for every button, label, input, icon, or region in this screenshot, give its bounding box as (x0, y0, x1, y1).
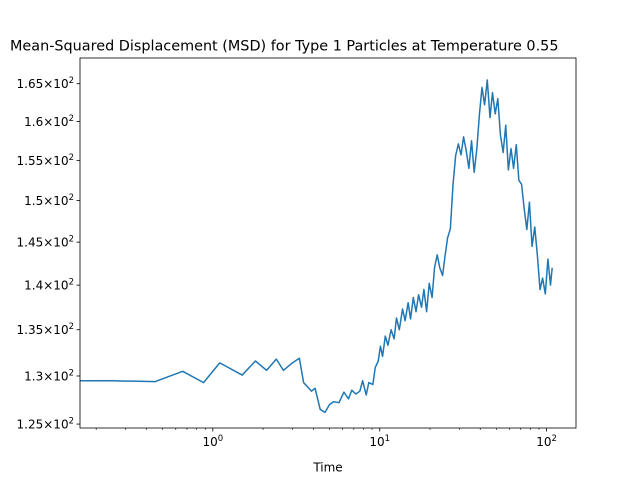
x-ticks: 100 101 102 (95, 428, 557, 449)
y-tick-label: 1.6×102 (24, 114, 74, 129)
y-ticks: 1.25×102 1.3×102 1.35×102 1.4×102 1.45×102 1.… (17, 76, 80, 432)
y-tick-label: 1.3×102 (24, 368, 74, 383)
chart-title: Mean-Squared Displacement (MSD) for Type… (10, 39, 558, 55)
x-tick-label: 100 (202, 434, 223, 449)
x-tick-label: 101 (369, 434, 390, 449)
y-tick-label: 1.5×102 (24, 193, 74, 208)
y-tick-label: 1.25×102 (17, 417, 74, 432)
y-tick-label: 1.65×102 (17, 76, 74, 91)
series-line-0 (80, 79, 553, 414)
axes-frame (79, 57, 577, 429)
y-tick-label: 1.35×102 (17, 322, 74, 337)
series-layer (80, 79, 553, 414)
plot-area (79, 57, 577, 429)
y-tick-label: 1.4×102 (24, 278, 74, 293)
y-tick-label: 1.55×102 (17, 153, 74, 168)
x-tick-label: 102 (536, 434, 557, 449)
y-tick-label: 1.45×102 (17, 235, 74, 250)
x-axis-label: Time (312, 461, 342, 475)
